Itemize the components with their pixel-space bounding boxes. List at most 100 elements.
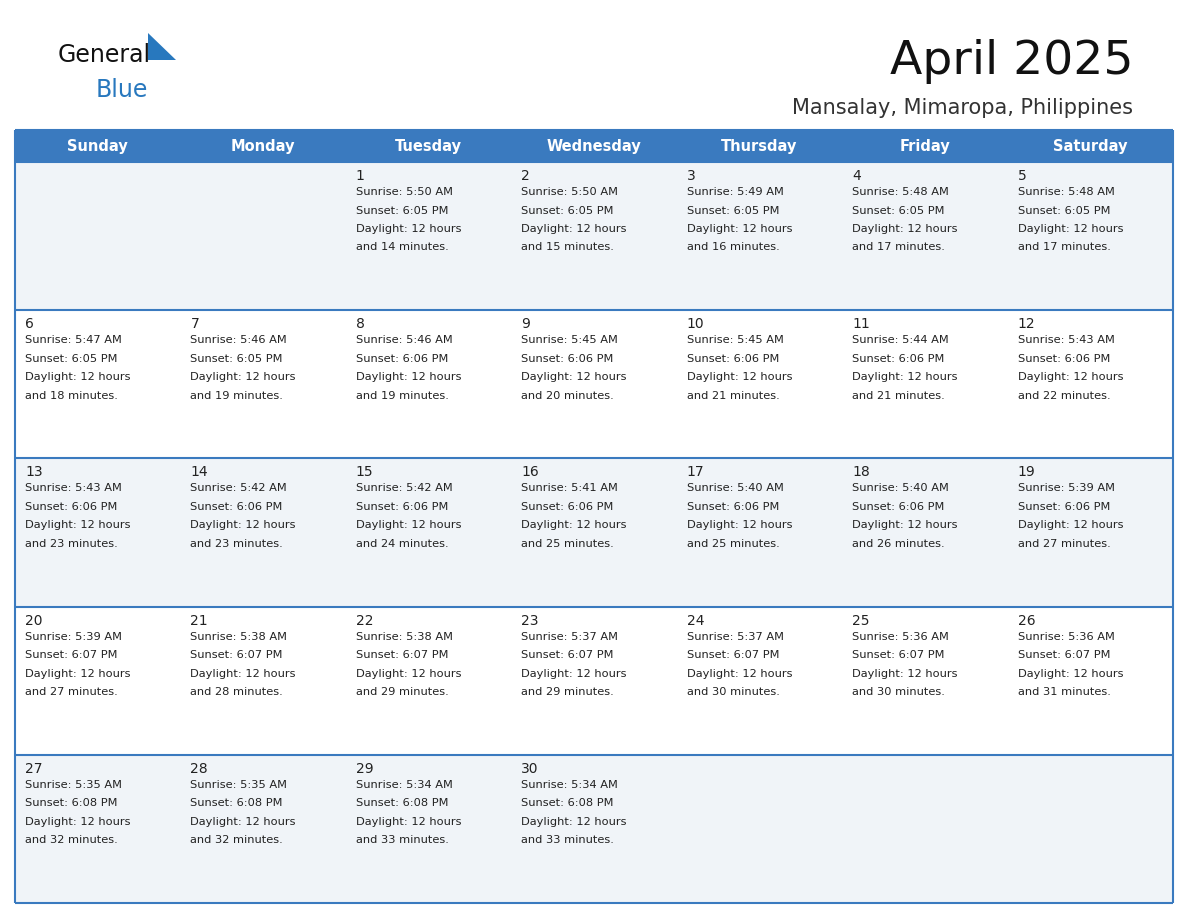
Text: 1: 1 bbox=[356, 169, 365, 183]
Text: Daylight: 12 hours: Daylight: 12 hours bbox=[1018, 224, 1123, 234]
Text: Daylight: 12 hours: Daylight: 12 hours bbox=[852, 668, 958, 678]
Text: 9: 9 bbox=[522, 318, 530, 331]
Text: Daylight: 12 hours: Daylight: 12 hours bbox=[852, 521, 958, 531]
Text: Sunday: Sunday bbox=[68, 139, 128, 153]
Text: and 15 minutes.: and 15 minutes. bbox=[522, 242, 614, 252]
Text: Sunrise: 5:43 AM: Sunrise: 5:43 AM bbox=[1018, 335, 1114, 345]
Text: Daylight: 12 hours: Daylight: 12 hours bbox=[1018, 521, 1123, 531]
Text: and 32 minutes.: and 32 minutes. bbox=[25, 835, 118, 845]
Text: Daylight: 12 hours: Daylight: 12 hours bbox=[190, 521, 296, 531]
Text: Sunset: 6:05 PM: Sunset: 6:05 PM bbox=[852, 206, 944, 216]
Text: Daylight: 12 hours: Daylight: 12 hours bbox=[687, 521, 792, 531]
Text: 12: 12 bbox=[1018, 318, 1035, 331]
Text: Daylight: 12 hours: Daylight: 12 hours bbox=[522, 668, 627, 678]
Text: Daylight: 12 hours: Daylight: 12 hours bbox=[190, 668, 296, 678]
Text: 13: 13 bbox=[25, 465, 43, 479]
Text: and 19 minutes.: and 19 minutes. bbox=[190, 391, 283, 400]
Text: Sunrise: 5:48 AM: Sunrise: 5:48 AM bbox=[852, 187, 949, 197]
Bar bbox=[15, 310, 1173, 458]
Text: 11: 11 bbox=[852, 318, 870, 331]
Text: 2: 2 bbox=[522, 169, 530, 183]
Text: Sunset: 6:05 PM: Sunset: 6:05 PM bbox=[25, 353, 118, 364]
Text: Sunrise: 5:34 AM: Sunrise: 5:34 AM bbox=[356, 779, 453, 789]
Text: 26: 26 bbox=[1018, 613, 1035, 628]
Text: Sunset: 6:06 PM: Sunset: 6:06 PM bbox=[687, 353, 779, 364]
Text: 15: 15 bbox=[356, 465, 373, 479]
Text: Sunset: 6:07 PM: Sunset: 6:07 PM bbox=[190, 650, 283, 660]
Text: and 16 minutes.: and 16 minutes. bbox=[687, 242, 779, 252]
Text: Daylight: 12 hours: Daylight: 12 hours bbox=[1018, 372, 1123, 382]
Text: Sunset: 6:06 PM: Sunset: 6:06 PM bbox=[522, 502, 614, 512]
Text: Daylight: 12 hours: Daylight: 12 hours bbox=[852, 224, 958, 234]
Text: Daylight: 12 hours: Daylight: 12 hours bbox=[25, 372, 131, 382]
Text: Sunrise: 5:41 AM: Sunrise: 5:41 AM bbox=[522, 484, 618, 493]
Text: April 2025: April 2025 bbox=[890, 39, 1133, 84]
Text: and 29 minutes.: and 29 minutes. bbox=[522, 687, 614, 697]
Text: Sunset: 6:06 PM: Sunset: 6:06 PM bbox=[852, 502, 944, 512]
Text: Daylight: 12 hours: Daylight: 12 hours bbox=[356, 817, 461, 827]
Text: and 27 minutes.: and 27 minutes. bbox=[1018, 539, 1111, 549]
Text: Sunrise: 5:35 AM: Sunrise: 5:35 AM bbox=[190, 779, 287, 789]
Text: Sunset: 6:08 PM: Sunset: 6:08 PM bbox=[522, 799, 614, 809]
Text: and 27 minutes.: and 27 minutes. bbox=[25, 687, 118, 697]
Text: and 22 minutes.: and 22 minutes. bbox=[1018, 391, 1111, 400]
Text: 17: 17 bbox=[687, 465, 704, 479]
Text: 8: 8 bbox=[356, 318, 365, 331]
Text: Sunrise: 5:36 AM: Sunrise: 5:36 AM bbox=[852, 632, 949, 642]
Text: Friday: Friday bbox=[899, 139, 950, 153]
Text: Sunset: 6:06 PM: Sunset: 6:06 PM bbox=[687, 502, 779, 512]
Text: Sunrise: 5:36 AM: Sunrise: 5:36 AM bbox=[1018, 632, 1114, 642]
Text: 29: 29 bbox=[356, 762, 373, 776]
Text: 5: 5 bbox=[1018, 169, 1026, 183]
Text: and 23 minutes.: and 23 minutes. bbox=[25, 539, 118, 549]
Text: Sunrise: 5:47 AM: Sunrise: 5:47 AM bbox=[25, 335, 122, 345]
Text: Sunrise: 5:46 AM: Sunrise: 5:46 AM bbox=[356, 335, 453, 345]
Text: Sunrise: 5:37 AM: Sunrise: 5:37 AM bbox=[522, 632, 618, 642]
Text: Sunrise: 5:35 AM: Sunrise: 5:35 AM bbox=[25, 779, 122, 789]
Text: Tuesday: Tuesday bbox=[396, 139, 462, 153]
Text: Monday: Monday bbox=[230, 139, 296, 153]
Text: and 30 minutes.: and 30 minutes. bbox=[852, 687, 944, 697]
Text: and 29 minutes.: and 29 minutes. bbox=[356, 687, 449, 697]
Text: Daylight: 12 hours: Daylight: 12 hours bbox=[522, 224, 627, 234]
Text: 4: 4 bbox=[852, 169, 861, 183]
Bar bbox=[15, 458, 1173, 607]
Text: and 30 minutes.: and 30 minutes. bbox=[687, 687, 779, 697]
Text: 22: 22 bbox=[356, 613, 373, 628]
Text: Sunset: 6:07 PM: Sunset: 6:07 PM bbox=[852, 650, 944, 660]
Text: Sunset: 6:08 PM: Sunset: 6:08 PM bbox=[190, 799, 283, 809]
Text: Sunset: 6:06 PM: Sunset: 6:06 PM bbox=[190, 502, 283, 512]
Text: Sunset: 6:06 PM: Sunset: 6:06 PM bbox=[522, 353, 614, 364]
Text: Sunset: 6:07 PM: Sunset: 6:07 PM bbox=[1018, 650, 1110, 660]
Text: and 19 minutes.: and 19 minutes. bbox=[356, 391, 449, 400]
Text: and 18 minutes.: and 18 minutes. bbox=[25, 391, 118, 400]
Text: Daylight: 12 hours: Daylight: 12 hours bbox=[356, 521, 461, 531]
Text: 16: 16 bbox=[522, 465, 539, 479]
Text: 23: 23 bbox=[522, 613, 539, 628]
Text: Sunrise: 5:45 AM: Sunrise: 5:45 AM bbox=[687, 335, 784, 345]
Text: Sunrise: 5:46 AM: Sunrise: 5:46 AM bbox=[190, 335, 287, 345]
Text: 14: 14 bbox=[190, 465, 208, 479]
Text: 18: 18 bbox=[852, 465, 870, 479]
Text: 30: 30 bbox=[522, 762, 539, 776]
Text: General: General bbox=[58, 43, 151, 67]
Text: and 17 minutes.: and 17 minutes. bbox=[1018, 242, 1111, 252]
Text: Daylight: 12 hours: Daylight: 12 hours bbox=[687, 668, 792, 678]
Text: Sunrise: 5:38 AM: Sunrise: 5:38 AM bbox=[190, 632, 287, 642]
Text: Sunset: 6:06 PM: Sunset: 6:06 PM bbox=[852, 353, 944, 364]
Text: Sunset: 6:06 PM: Sunset: 6:06 PM bbox=[356, 502, 448, 512]
Text: 7: 7 bbox=[190, 318, 200, 331]
Text: Daylight: 12 hours: Daylight: 12 hours bbox=[687, 372, 792, 382]
Text: 19: 19 bbox=[1018, 465, 1035, 479]
Text: and 26 minutes.: and 26 minutes. bbox=[852, 539, 944, 549]
Text: 27: 27 bbox=[25, 762, 43, 776]
Text: Sunset: 6:05 PM: Sunset: 6:05 PM bbox=[687, 206, 779, 216]
Text: 28: 28 bbox=[190, 762, 208, 776]
Text: Sunrise: 5:44 AM: Sunrise: 5:44 AM bbox=[852, 335, 949, 345]
Text: 20: 20 bbox=[25, 613, 43, 628]
Text: Daylight: 12 hours: Daylight: 12 hours bbox=[25, 521, 131, 531]
Text: Daylight: 12 hours: Daylight: 12 hours bbox=[25, 668, 131, 678]
Text: Sunrise: 5:42 AM: Sunrise: 5:42 AM bbox=[356, 484, 453, 493]
Text: Sunrise: 5:34 AM: Sunrise: 5:34 AM bbox=[522, 779, 618, 789]
Text: Daylight: 12 hours: Daylight: 12 hours bbox=[1018, 668, 1123, 678]
